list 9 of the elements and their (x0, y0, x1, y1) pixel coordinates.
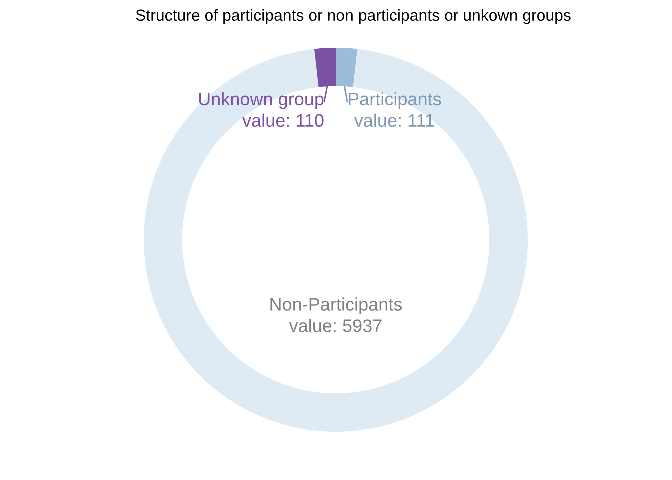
donut-slice (336, 48, 358, 88)
data-label: value: 110 (242, 114, 324, 128)
chart-title: Structure of participants or non participants or unkown groups (136, 9, 571, 24)
slice-label: Unknown group (199, 92, 324, 110)
data-label: value: 5937 (289, 319, 382, 332)
donut-slice (144, 49, 528, 432)
slice-label: Participants (349, 92, 442, 110)
slice-label: Non-Participants (270, 298, 402, 315)
data-label: value: 111 (354, 114, 434, 128)
